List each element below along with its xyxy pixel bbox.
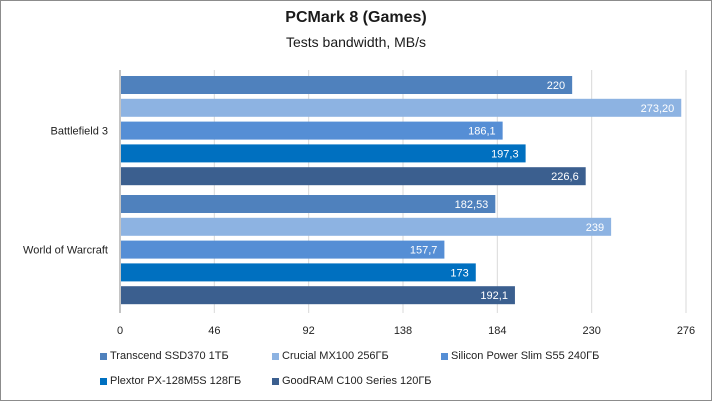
chart-title: PCMark 8 (Games) — [285, 9, 427, 26]
legend-label: Plextor PX-128M5S 128ГБ — [110, 375, 242, 387]
bar — [121, 98, 682, 117]
x-tick-label: 92 — [303, 325, 315, 337]
bar-value-label: 220 — [547, 80, 565, 92]
bar-value-label: 157,7 — [410, 245, 438, 257]
legend-item: Silicon Power Slim S55 240ГБ — [441, 350, 599, 362]
bar-value-label: 192,1 — [480, 290, 508, 302]
category-label: Battlefield 3 — [51, 126, 108, 138]
legend-item: Crucial MX100 256ГБ — [272, 350, 389, 362]
category-label: World of Warcraft — [23, 245, 108, 257]
legend-swatch — [272, 352, 279, 360]
bar — [121, 240, 445, 259]
x-tick-label: 230 — [582, 325, 600, 337]
bar — [121, 286, 515, 305]
legend-label: Crucial MX100 256ГБ — [282, 350, 389, 362]
x-tick-label: 276 — [677, 325, 695, 337]
bar — [121, 76, 573, 94]
bar — [121, 167, 586, 186]
x-tick-label: 138 — [394, 325, 412, 337]
x-tick-label: 184 — [488, 325, 506, 337]
legend-swatch — [100, 352, 107, 360]
legend-item: Plextor PX-128M5S 128ГБ — [100, 375, 241, 387]
bar — [121, 217, 612, 236]
bar-value-label: 226,6 — [551, 171, 579, 183]
bar — [121, 195, 496, 213]
legend-item: Transcend SSD370 1ТБ — [100, 350, 229, 362]
bar-value-label: 173 — [450, 267, 468, 279]
bar — [121, 121, 503, 140]
bar-value-label: 186,1 — [468, 126, 496, 138]
legend-label: Silicon Power Slim S55 240ГБ — [451, 350, 600, 362]
bar-value-label: 239 — [586, 222, 604, 234]
legend-label: GoodRAM C100 Series 120ГБ — [282, 375, 432, 387]
legend-item: GoodRAM C100 Series 120ГБ — [272, 375, 432, 387]
bar-value-label: 197,3 — [491, 148, 519, 160]
x-tick-label: 46 — [208, 325, 220, 337]
legend-label: Transcend SSD370 1ТБ — [110, 350, 229, 362]
x-tick-label: 0 — [117, 325, 123, 337]
legend-swatch — [100, 377, 107, 385]
legend-swatch — [441, 352, 448, 360]
chart-subtitle: Tests bandwidth, MB/s — [285, 34, 427, 50]
bar-value-label: 182,53 — [455, 199, 489, 211]
bar — [121, 263, 476, 282]
bar-value-label: 273,20 — [641, 103, 675, 115]
bar — [121, 144, 526, 163]
legend-swatch — [272, 377, 279, 385]
